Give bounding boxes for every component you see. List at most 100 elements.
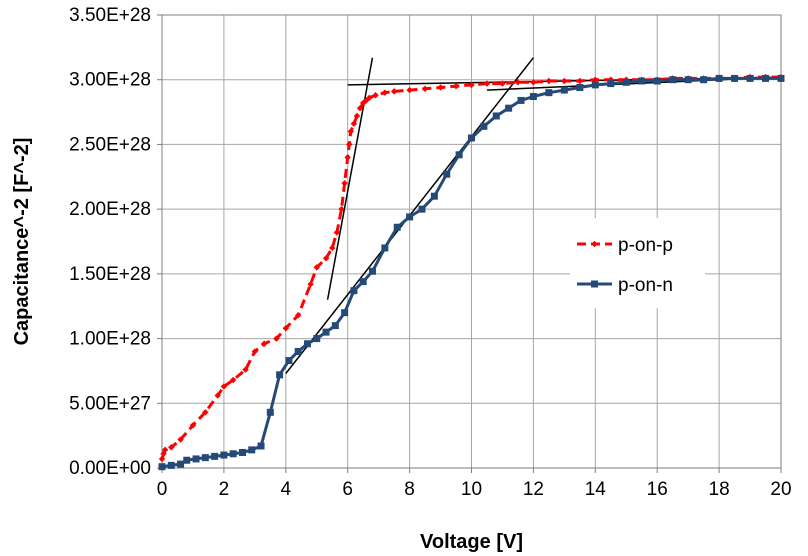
data-point xyxy=(238,448,246,456)
data-point xyxy=(168,444,175,451)
data-point xyxy=(285,357,293,365)
data-point xyxy=(591,81,599,89)
data-point xyxy=(276,371,284,379)
x-tick-label: 4 xyxy=(281,479,292,500)
data-point xyxy=(183,456,191,464)
data-point xyxy=(353,112,361,120)
data-point xyxy=(333,229,341,236)
data-point xyxy=(638,77,646,85)
x-tick-label: 12 xyxy=(523,479,544,500)
data-point xyxy=(406,213,414,221)
data-point xyxy=(248,446,256,454)
data-point xyxy=(322,328,330,336)
data-point xyxy=(266,408,274,416)
data-point xyxy=(294,348,302,356)
data-point xyxy=(189,422,197,429)
data-point xyxy=(483,80,491,87)
data-point xyxy=(777,74,785,82)
data-point xyxy=(322,255,330,262)
legend-entry-p-on-p: p-on-p xyxy=(577,235,673,256)
data-point xyxy=(192,455,200,463)
series-p-on-n xyxy=(158,74,785,471)
data-point xyxy=(455,151,463,159)
data-point xyxy=(372,92,379,99)
data-point xyxy=(366,94,373,102)
data-point xyxy=(406,86,413,94)
x-tick-label: 10 xyxy=(461,479,482,500)
legend-label: p-on-n xyxy=(618,275,673,296)
data-point xyxy=(576,77,584,85)
y-axis-title: Capacitance^-2 [F^-2] xyxy=(11,138,33,346)
data-point xyxy=(715,74,723,82)
data-point xyxy=(390,88,398,95)
fit-line xyxy=(326,57,374,300)
data-point xyxy=(344,154,351,161)
data-point xyxy=(338,205,345,213)
data-point xyxy=(653,77,661,85)
data-point xyxy=(762,74,770,82)
data-point xyxy=(452,82,460,90)
x-tick-label: 6 xyxy=(342,479,353,500)
y-tick-label: 1.00E+28 xyxy=(69,329,151,350)
series-group xyxy=(158,73,785,471)
data-point xyxy=(545,89,553,97)
data-point xyxy=(167,461,175,469)
series-p-on-p xyxy=(158,73,785,463)
data-point xyxy=(350,287,358,295)
data-point xyxy=(545,77,553,85)
data-point xyxy=(214,392,221,399)
y-tick-label: 3.00E+28 xyxy=(69,70,151,91)
data-point xyxy=(560,86,568,94)
data-point xyxy=(161,446,169,454)
data-point xyxy=(576,83,584,91)
legend-box xyxy=(570,218,705,308)
data-point xyxy=(393,223,401,231)
data-point xyxy=(251,348,259,355)
data-point xyxy=(303,340,311,348)
data-point xyxy=(220,383,228,390)
data-point xyxy=(468,134,475,142)
data-point xyxy=(368,267,376,275)
data-point xyxy=(201,454,209,462)
data-point xyxy=(359,278,367,286)
data-point xyxy=(260,340,268,347)
data-point xyxy=(505,104,513,112)
data-point xyxy=(229,450,237,458)
data-point xyxy=(331,322,339,330)
y-tick-label: 2.50E+28 xyxy=(69,134,151,155)
data-point xyxy=(229,376,237,384)
data-point xyxy=(341,309,349,317)
legend: p-on-p p-on-n xyxy=(570,218,705,308)
data-point xyxy=(622,78,630,86)
x-axis-title: Voltage [V] xyxy=(420,531,523,553)
y-tick-label: 3.50E+28 xyxy=(69,5,151,26)
data-point xyxy=(202,409,209,416)
data-point xyxy=(158,455,166,463)
data-point xyxy=(443,170,451,178)
data-point xyxy=(158,463,166,471)
legend-entry-p-on-n: p-on-n xyxy=(577,275,673,296)
data-point xyxy=(347,128,354,135)
data-point xyxy=(329,244,336,252)
data-point xyxy=(294,312,302,319)
data-point xyxy=(700,76,708,84)
x-tick-label: 2 xyxy=(219,479,230,500)
x-tick-label: 14 xyxy=(585,479,607,500)
x-tick-label: 20 xyxy=(770,479,791,500)
data-point xyxy=(381,89,389,96)
data-point xyxy=(356,104,364,112)
data-point xyxy=(517,96,525,104)
y-tick-label: 1.50E+28 xyxy=(69,264,151,285)
data-point xyxy=(341,180,348,187)
x-tick-label: 0 xyxy=(157,479,168,500)
data-point xyxy=(499,80,506,87)
data-point xyxy=(313,335,321,343)
data-point xyxy=(346,141,353,148)
legend-label: p-on-p xyxy=(618,235,673,256)
data-point xyxy=(514,79,522,86)
data-point xyxy=(529,93,537,101)
data-point xyxy=(592,76,599,83)
y-tick-label: 2.00E+28 xyxy=(69,199,151,220)
legend-marker xyxy=(591,240,598,248)
